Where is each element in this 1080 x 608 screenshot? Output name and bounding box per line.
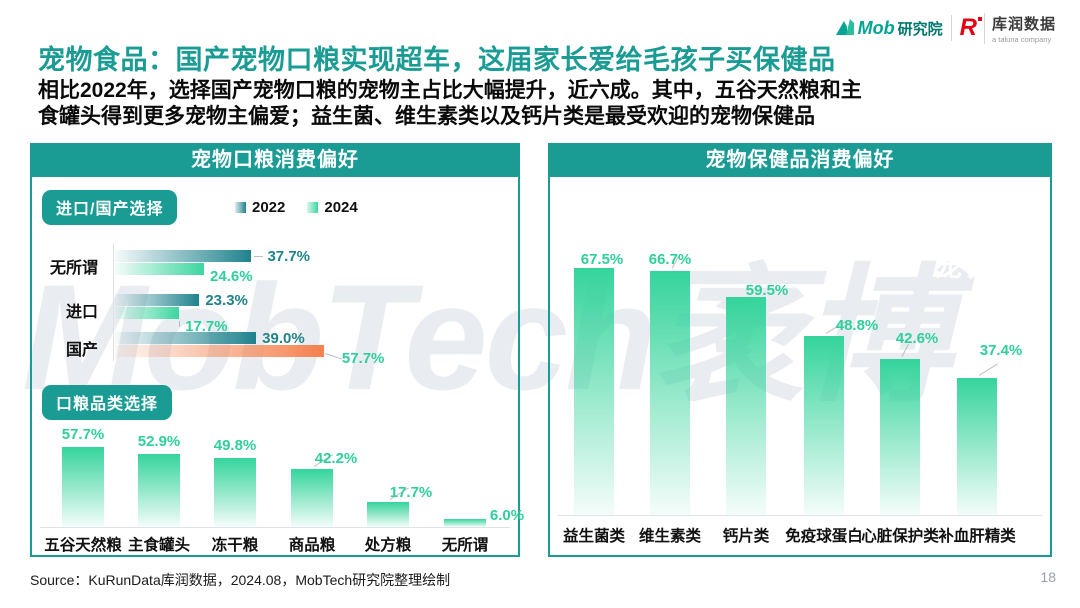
column-value-label: 37.4%	[979, 342, 1023, 360]
source-note: Source：KuRunData库润数据，2024.08，MobTech研究院整…	[30, 572, 451, 588]
column-bar-5	[957, 378, 997, 515]
column-category-label: 无所谓	[441, 537, 489, 554]
column-category-label: 处方粮	[364, 537, 412, 554]
bar-2024-2	[115, 345, 324, 357]
column-category-label: 商品粮	[288, 537, 336, 554]
bar-2024-0	[115, 263, 205, 275]
subtitle-line-1: 相比2022年，选择国产宠物口粮的宠物主占比大幅提升，近六成。其中，五谷天然粮和…	[38, 79, 862, 102]
column-value-label: 66.7%	[648, 250, 692, 268]
label-connector	[179, 321, 187, 327]
subtitle-line-2: 食罐头得到更多宠物主偏爱；益生菌、维生素类以及钙片类是最受欢迎的宠物保健品	[38, 105, 815, 128]
panel-pet-supplements: 宠物保健品消费偏好 67.5% 益生菌类 66.7% 维生素类 59.5% 钙片类 48.8…	[548, 143, 1052, 557]
bar-value-2022: 37.7%	[267, 248, 311, 265]
food-category-column-chart: 57.7% 五谷天然粮 52.9% 主食罐头 49.8% 冻干粮 42.2% 商品粮 17.7%…	[32, 145, 524, 555]
page-number: 18	[1040, 569, 1056, 585]
page-title: 宠物食品：国产宠物口粮实现超车，这届家长爱给毛孩子买保健品	[38, 45, 836, 75]
bar-2024-1	[115, 307, 180, 319]
legend-swatch-2024	[307, 202, 319, 213]
column-value-label: 17.7%	[389, 484, 433, 502]
column-value-label: 52.9%	[137, 432, 181, 450]
legend-swatch-2022	[235, 202, 246, 213]
mob-logo: Mob 研究院	[835, 18, 943, 39]
y-axis-line	[113, 243, 114, 361]
column-bar-4	[880, 359, 920, 515]
column-bar-3	[291, 468, 333, 527]
mob-logo-word: Mob	[857, 17, 895, 38]
bar-2022-2	[115, 332, 257, 344]
import-domestic-bar-chart: 无所谓 37.7% 24.6% 进口 23.3% 17.7% 国产 39.0% 57.7%	[32, 145, 518, 555]
column-category-label: 免疫球蛋白	[785, 528, 863, 545]
header-logos: Mob 研究院 R 库润数据 a taluna company	[835, 12, 1056, 44]
column-value-label: 42.2%	[314, 449, 358, 467]
column-value-label: 67.5%	[580, 250, 624, 268]
column-bar-2	[726, 297, 766, 515]
hbar-category-label: 进口	[65, 304, 98, 321]
legend-item-2024: 2024	[307, 199, 358, 216]
legend-label-2022: 2022	[252, 199, 286, 216]
column-value-label: 6.0%	[489, 506, 525, 524]
kurun-logo-name: 库润数据	[991, 15, 1056, 33]
column-bar-5	[444, 518, 486, 527]
column-value-label: 42.6%	[895, 330, 939, 348]
bar-value-2022: 39.0%	[262, 330, 305, 347]
hbar-category-label: 无所谓	[49, 260, 98, 277]
legend-label-2024: 2024	[324, 199, 358, 216]
bar-value-2024: 57.7%	[341, 350, 385, 367]
x-axis-line	[40, 527, 510, 528]
badge-import-domestic: 进口/国产选择	[42, 190, 178, 225]
column-category-label: 心脏保护类	[861, 528, 939, 545]
kurun-logo: R 库润数据 a taluna company	[960, 12, 1056, 44]
bar-2022-1	[115, 294, 200, 306]
column-category-label: 益生菌类	[562, 528, 626, 545]
column-bar-0	[574, 267, 614, 515]
column-bar-1	[650, 270, 690, 515]
x-axis-line	[558, 515, 1042, 516]
bar-value-2024: 24.6%	[210, 268, 253, 285]
mob-logo-suffix: 研究院	[897, 20, 943, 38]
column-bar-4	[367, 502, 409, 527]
hbar-category-label: 国产	[65, 342, 98, 359]
panel-pet-food: 宠物口粮消费偏好 进口/国产选择 2022 2024 无所谓 37.7% 24.6%…	[30, 143, 524, 557]
column-category-label: 维生素类	[638, 528, 702, 545]
logo-divider	[950, 15, 952, 41]
column-category-label: 五谷天然粮	[44, 537, 122, 554]
panel-pet-food-header: 宠物口粮消费偏好	[31, 144, 519, 177]
column-value-label: 59.5%	[745, 282, 789, 300]
label-connector	[978, 363, 998, 377]
panel-pet-supplements-header: 宠物保健品消费偏好	[549, 144, 1051, 177]
column-bar-0	[62, 447, 104, 527]
column-value-label: 49.8%	[213, 437, 257, 455]
column-category-label: 主食罐头	[127, 537, 191, 554]
kurun-logo-text: 库润数据 a taluna company	[983, 12, 1056, 44]
bar-2022-0	[115, 250, 252, 262]
legend-item-2022: 2022	[235, 199, 285, 216]
column-bar-2	[214, 458, 256, 527]
kurun-logo-mark: R	[960, 16, 982, 40]
bar-value-2024: 17.7%	[185, 318, 228, 335]
badge-food-category: 口粮品类选择	[42, 385, 173, 420]
chart-legend: 2022 2024	[235, 199, 358, 216]
column-category-label: 冻干粮	[211, 537, 259, 554]
column-value-label: 57.7%	[61, 426, 105, 444]
kurun-logo-tagline: a taluna company	[991, 34, 1052, 44]
column-bar-3	[804, 336, 844, 515]
column-value-label: 48.8%	[835, 317, 879, 335]
column-category-label: 补血肝精类	[938, 528, 1016, 545]
label-connector	[254, 256, 264, 257]
page-subtitle: 相比2022年，选择国产宠物口粮的宠物主占比大幅提升，近六成。其中，五谷天然粮和…	[38, 78, 862, 130]
mob-logo-icon	[835, 19, 854, 35]
column-bar-1	[138, 453, 180, 527]
bar-value-2022: 23.3%	[205, 292, 248, 309]
supplements-column-chart: 67.5% 益生菌类 66.7% 维生素类 59.5% 钙片类 48.8% 免疫球蛋白 42.6…	[550, 145, 1050, 555]
column-category-label: 钙片类	[722, 528, 770, 545]
